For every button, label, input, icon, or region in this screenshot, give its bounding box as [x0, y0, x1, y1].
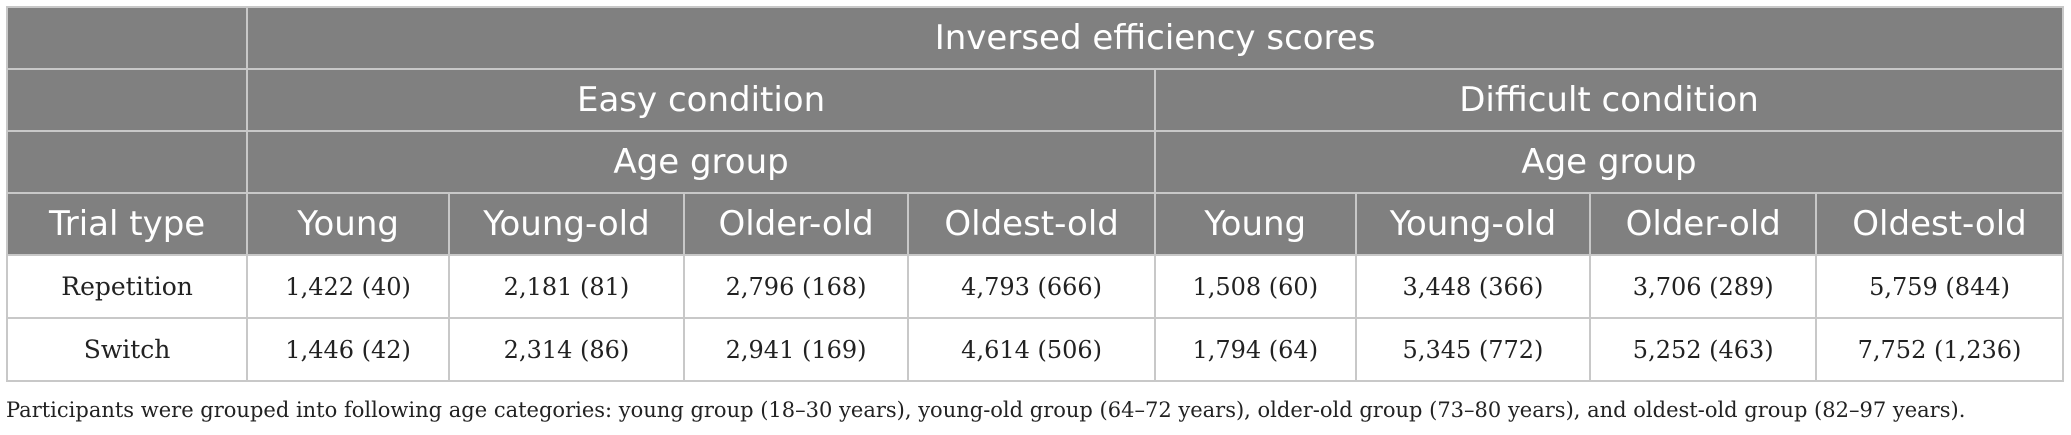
table-cell: 2,181 (81) [448, 254, 685, 319]
easy-condition-header: Easy condition [246, 68, 1156, 132]
table-cell: 2,314 (86) [448, 317, 685, 382]
table-cell: 5,252 (463) [1589, 317, 1818, 382]
efficiency-scores-table: Inversed efficiency scores Easy conditio… [5, 6, 2065, 382]
table-cell: 2,796 (168) [682, 254, 910, 319]
easy-young-header: Young [246, 192, 451, 256]
difficult-condition-header: Difficult condition [1153, 68, 2065, 132]
table-cell: 4,793 (666) [907, 254, 1156, 319]
trial-type-header: Trial type [5, 192, 249, 256]
table-cell: 3,706 (289) [1589, 254, 1818, 319]
easy-age-group-header: Age group [246, 130, 1156, 194]
header-row-age-group: Age group Age group [5, 130, 2065, 194]
stub-blank-cell [5, 130, 249, 194]
table-cell: 3,448 (366) [1354, 254, 1592, 319]
table-cell: 4,614 (506) [907, 317, 1156, 382]
row-label-switch: Switch [5, 317, 249, 382]
table-cell: 5,759 (844) [1815, 254, 2064, 319]
table-cell: 1,508 (60) [1153, 254, 1357, 319]
table-title: Inversed efficiency scores [246, 6, 2064, 70]
table-row: Repetition 1,422 (40) 2,181 (81) 2,796 (… [5, 254, 2064, 319]
stub-blank-cell [5, 68, 249, 132]
difficult-young-old-header: Young-old [1354, 192, 1592, 256]
difficult-age-group-header: Age group [1153, 130, 2065, 194]
table-footnote: Participants were grouped into following… [6, 398, 1966, 422]
table-cell: 1,446 (42) [246, 317, 451, 382]
table-cell: 7,752 (1,236) [1815, 317, 2064, 382]
row-label-repetition: Repetition [5, 254, 249, 319]
table-row: Switch 1,446 (42) 2,314 (86) 2,941 (169)… [5, 317, 2064, 382]
difficult-young-header: Young [1153, 192, 1357, 256]
difficult-older-old-header: Older-old [1589, 192, 1818, 256]
header-row-columns: Trial type Young Young-old Older-old Old… [5, 192, 2064, 256]
stub-blank-cell [5, 6, 249, 70]
table-container: Inversed efficiency scores Easy conditio… [5, 6, 2065, 382]
easy-oldest-old-header: Oldest-old [907, 192, 1156, 256]
easy-older-old-header: Older-old [682, 192, 910, 256]
header-row-title: Inversed efficiency scores [5, 6, 2064, 70]
difficult-oldest-old-header: Oldest-old [1815, 192, 2064, 256]
header-row-conditions: Easy condition Difficult condition [5, 68, 2065, 132]
table-cell: 2,941 (169) [682, 317, 910, 382]
table-cell: 1,794 (64) [1153, 317, 1357, 382]
easy-young-old-header: Young-old [448, 192, 685, 256]
table-cell: 1,422 (40) [246, 254, 451, 319]
table-cell: 5,345 (772) [1354, 317, 1592, 382]
